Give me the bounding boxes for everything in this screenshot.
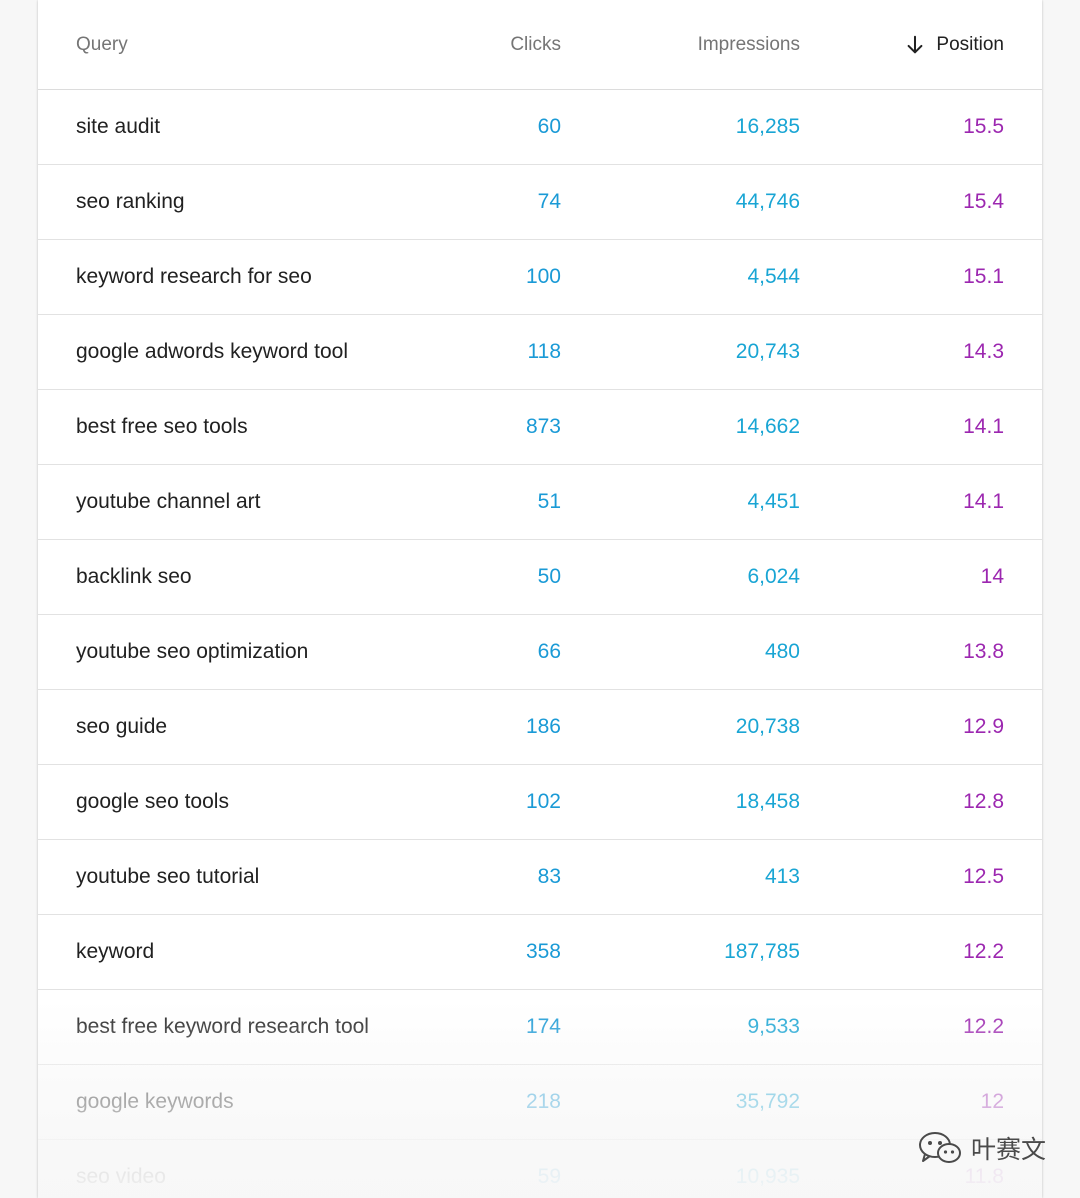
clicks-cell: 873 [525, 415, 561, 438]
watermark: 叶赛文 [917, 1130, 1046, 1166]
column-header-query[interactable]: Query [76, 33, 128, 55]
table-row[interactable]: google adwords keyword tool 118 20,743 14.3 [38, 315, 1042, 390]
position-cell: 15.1 [963, 265, 1004, 288]
clicks-cell: 59 [537, 1165, 561, 1188]
query-cell: keyword [76, 940, 155, 963]
clicks-cell: 186 [525, 715, 561, 738]
table-row[interactable]: best free keyword research tool 174 9,533 1… [38, 990, 1042, 1065]
table-body: site audit 60 16,285 15.5 seo ranking 74 44,74… [38, 90, 1042, 1198]
table-row[interactable]: seo video 59 10,935 11.8 [38, 1140, 1042, 1198]
impressions-cell: 10,935 [735, 1165, 800, 1188]
clicks-cell: 83 [537, 865, 561, 888]
impressions-cell: 35,792 [735, 1090, 800, 1113]
position-cell: 14 [980, 565, 1004, 588]
position-cell: 12.2 [963, 1015, 1004, 1038]
impressions-cell: 6,024 [747, 565, 800, 588]
query-cell: youtube seo optimization [76, 640, 309, 663]
query-table-card: Query Clicks Impressions Position site a… [38, 0, 1042, 1198]
table-row[interactable]: best free seo tools 873 14,662 14.1 [38, 390, 1042, 465]
impressions-cell: 44,746 [735, 190, 800, 213]
clicks-cell: 50 [537, 565, 561, 588]
position-cell: 15.4 [963, 190, 1004, 213]
column-header-impressions[interactable]: Impressions [697, 33, 800, 55]
table-row[interactable]: site audit 60 16,285 15.5 [38, 90, 1042, 165]
wechat-icon [918, 1132, 961, 1163]
impressions-cell: 20,743 [735, 340, 800, 363]
query-cell: backlink seo [76, 565, 192, 588]
table-row[interactable]: google keywords 218 35,792 12 [38, 1065, 1042, 1140]
table-row[interactable]: seo ranking 74 44,746 15.4 [38, 165, 1042, 240]
query-cell: google seo tools [76, 790, 229, 813]
clicks-cell: 66 [537, 640, 561, 663]
clicks-cell: 358 [525, 940, 561, 963]
table-row[interactable]: youtube seo tutorial 83 413 12.5 [38, 840, 1042, 915]
query-cell: youtube seo tutorial [76, 865, 260, 888]
query-cell: best free keyword research tool [76, 1015, 369, 1038]
clicks-cell: 118 [527, 340, 561, 363]
query-cell: keyword research for seo [76, 265, 312, 288]
impressions-cell: 413 [764, 865, 800, 888]
impressions-cell: 20,738 [735, 715, 800, 738]
impressions-cell: 16,285 [735, 115, 800, 138]
position-cell: 15.5 [963, 115, 1004, 138]
query-cell: google adwords keyword tool [76, 340, 348, 363]
table-row[interactable]: youtube channel art 51 4,451 14.1 [38, 465, 1042, 540]
position-cell: 12 [980, 1090, 1004, 1113]
query-cell: seo guide [76, 715, 168, 738]
table-row[interactable]: google seo tools 102 18,458 12.8 [38, 765, 1042, 840]
column-header-clicks[interactable]: Clicks [510, 33, 561, 55]
clicks-cell: 102 [525, 790, 561, 813]
impressions-cell: 14,662 [735, 415, 800, 438]
clicks-cell: 218 [525, 1090, 561, 1113]
arrow-down-icon [907, 35, 923, 53]
table-row[interactable]: keyword research for seo 100 4,544 15.1 [38, 240, 1042, 315]
position-cell: 12.8 [963, 790, 1004, 813]
impressions-cell: 9,533 [747, 1015, 800, 1038]
query-cell: site audit [76, 115, 161, 138]
table-row[interactable]: keyword 358 187,785 12.2 [38, 915, 1042, 990]
query-cell: youtube channel art [76, 490, 261, 513]
clicks-cell: 174 [525, 1015, 561, 1038]
impressions-cell: 187,785 [724, 940, 800, 963]
clicks-cell: 100 [525, 265, 561, 288]
position-cell: 14.1 [963, 490, 1004, 513]
impressions-cell: 4,544 [747, 265, 800, 288]
position-cell: 12.2 [963, 940, 1004, 963]
query-cell: seo ranking [76, 190, 185, 213]
clicks-cell: 60 [537, 115, 561, 138]
position-cell: 12.5 [963, 865, 1004, 888]
clicks-cell: 51 [537, 490, 561, 513]
table-row[interactable]: backlink seo 50 6,024 14 [38, 540, 1042, 615]
position-cell: 14.1 [963, 415, 1004, 438]
table-row[interactable]: youtube seo optimization 66 480 13.8 [38, 615, 1042, 690]
column-header-position[interactable]: Position [904, 0, 1004, 89]
watermark-text: 叶赛文 [970, 1135, 1046, 1164]
impressions-cell: 480 [764, 640, 800, 663]
table-row[interactable]: seo guide 186 20,738 12.9 [38, 690, 1042, 765]
clicks-cell: 74 [537, 190, 561, 213]
impressions-cell: 4,451 [747, 490, 800, 513]
query-cell: seo video [76, 1165, 166, 1188]
position-cell: 13.8 [963, 640, 1004, 663]
query-cell: best free seo tools [76, 415, 248, 438]
query-cell: google keywords [76, 1090, 234, 1113]
table-header: Query Clicks Impressions Position [38, 0, 1042, 90]
position-cell: 14.3 [963, 340, 1004, 363]
impressions-cell: 18,458 [735, 790, 800, 813]
column-header-position-label: Position [936, 33, 1004, 55]
position-cell: 12.9 [963, 715, 1004, 738]
